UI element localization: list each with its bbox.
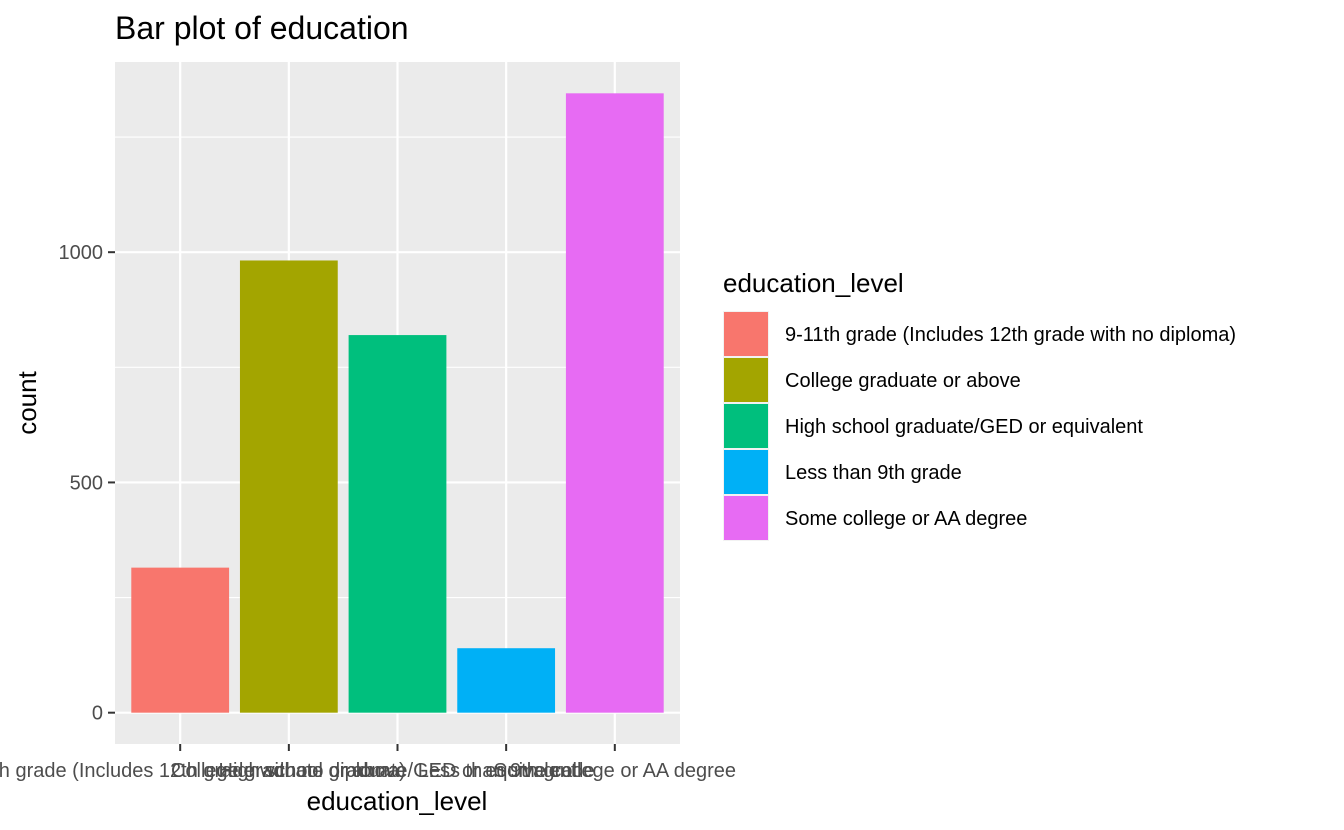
x-tick-label: Some college or AA degree — [494, 760, 736, 782]
y-tick-label: 500 — [70, 472, 103, 494]
bar — [239, 260, 338, 713]
x-tick-label: Less than 9th grade — [418, 760, 595, 782]
x-tick-label: 9-11th grade (Includes 12th grade with n… — [0, 760, 406, 782]
legend-swatch — [724, 496, 768, 540]
legend-items: 9-11th grade (Includes 12th grade with n… — [723, 311, 1236, 541]
y-tick-label: 1000 — [59, 242, 104, 264]
legend-entry-label: 9-11th grade (Includes 12th grade with n… — [785, 324, 1236, 346]
legend-entry-label: High school graduate/GED or equivalent — [785, 416, 1143, 438]
legend-swatch — [724, 450, 768, 494]
y-axis: 0 500 1000 — [59, 242, 115, 725]
bar — [457, 648, 556, 713]
legend-entry-label: Less than 9th grade — [785, 462, 962, 484]
legend-swatch — [724, 404, 768, 448]
bar — [565, 93, 664, 713]
legend-title: education_level — [723, 268, 904, 298]
bar — [131, 567, 230, 713]
x-axis-title: education_level — [307, 786, 488, 816]
legend: education_level 9-11th grade (Includes 1… — [723, 268, 1236, 541]
x-tick-label: College graduate or above — [171, 760, 407, 782]
legend-entry-label: Some college or AA degree — [785, 508, 1027, 530]
legend-swatch — [724, 312, 768, 356]
y-axis-title: count — [12, 370, 42, 434]
legend-swatch — [724, 358, 768, 402]
x-axis: 9-11th grade (Includes 12th grade with n… — [0, 744, 736, 782]
bar — [348, 335, 447, 713]
bars — [131, 93, 664, 713]
legend-entry-label: College graduate or above — [785, 370, 1021, 392]
x-tick-label: High school graduate/GED or equivalent — [219, 760, 577, 782]
y-tick-label: 0 — [92, 703, 103, 725]
chart-title: Bar plot of education — [115, 10, 409, 46]
